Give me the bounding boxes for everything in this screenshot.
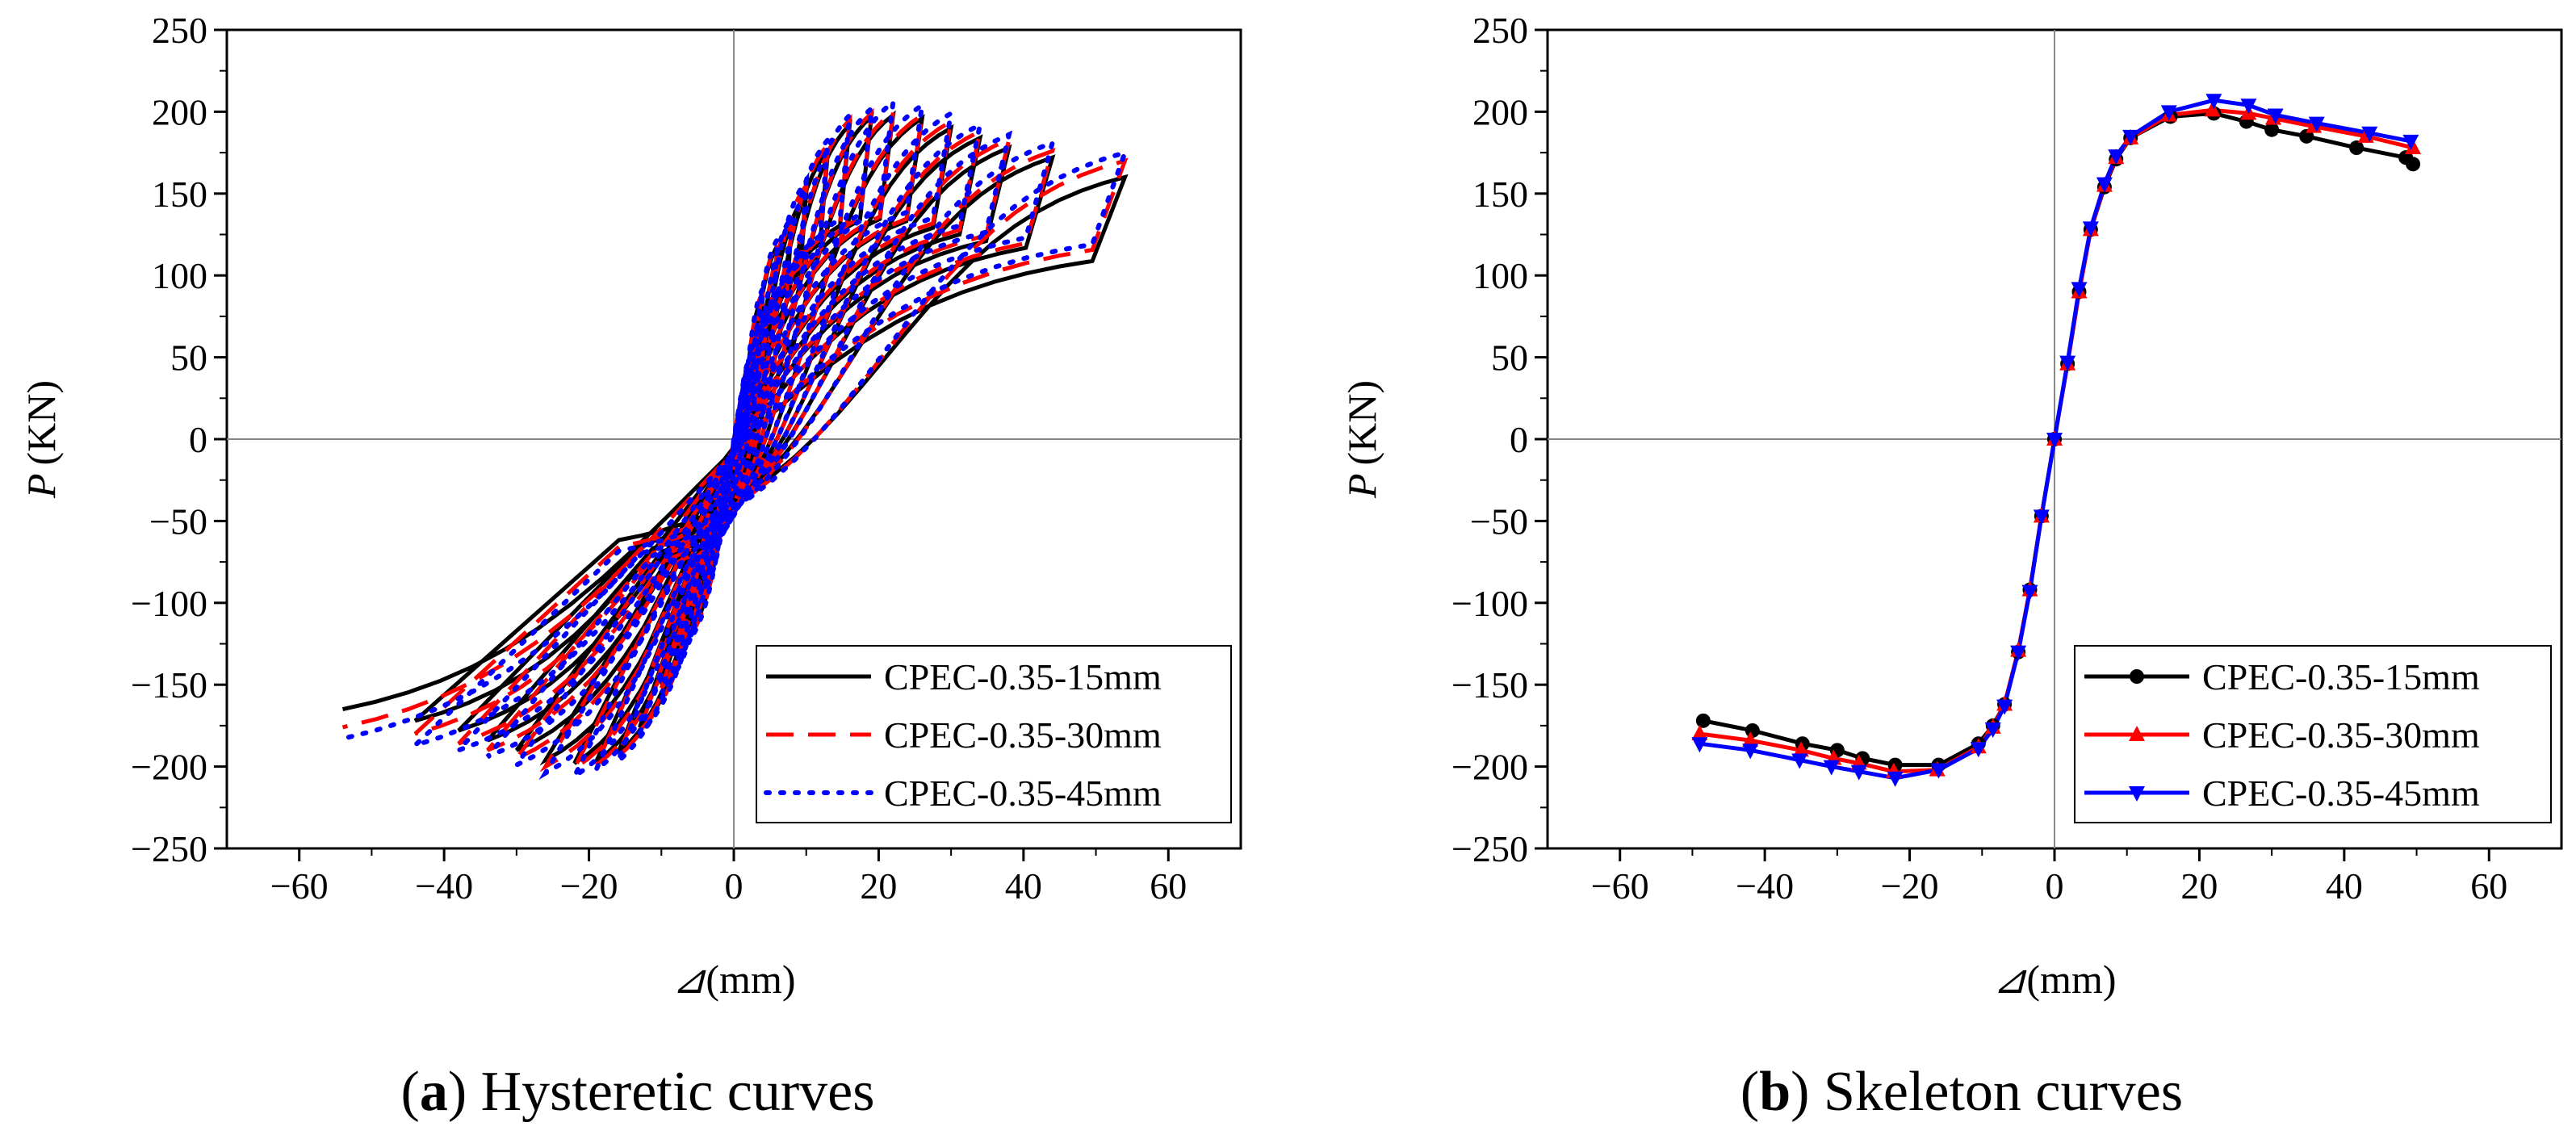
x-axis-label: ⊿(mm): [672, 957, 796, 1002]
curves: [1691, 94, 2422, 787]
caption: (a) Hysteretic curves: [401, 1061, 875, 1123]
x-tick-label: −60: [270, 865, 329, 907]
data-point: [2059, 355, 2076, 371]
y-tick-label: 250: [1472, 10, 1528, 51]
legend-label: CPEC-0.35-45mm: [884, 773, 1162, 814]
y-tick-label: −250: [131, 828, 207, 869]
legend-label: CPEC-0.35-30mm: [2202, 714, 2480, 756]
y-tick-label: −150: [131, 664, 207, 706]
y-tick-label: −150: [1451, 664, 1528, 706]
data-point: [1984, 722, 2001, 738]
data-point: [1970, 742, 1987, 758]
data-point: [1930, 763, 1947, 779]
y-tick-label: 150: [152, 174, 207, 215]
y-tick-label: −100: [131, 583, 207, 624]
y-tick-label: 0: [1510, 419, 1528, 460]
data-point: [2349, 140, 2364, 156]
panel-hysteretic: −60 −40 −20 0 20 40 60−250−200−150−100−5005010…: [19, 10, 1242, 1123]
data-point: [2406, 157, 2421, 172]
legend: CPEC-0.35-15mm CPEC-0.35-30mm CPEC-0.35-45…: [2074, 645, 2552, 823]
data-point: [2160, 105, 2177, 121]
data-point: [2021, 584, 2038, 601]
y-tick-label: 250: [152, 10, 207, 51]
legend-label: CPEC-0.35-15mm: [2202, 656, 2480, 697]
series-line-CPEC-0.35-45mm: [340, 95, 1129, 781]
data-point: [2046, 433, 2063, 448]
y-tick-label: 200: [152, 91, 207, 132]
legend-label: CPEC-0.35-15mm: [884, 656, 1162, 697]
data-point: [1742, 743, 1759, 760]
data-point: [1691, 737, 1708, 753]
x-tick-label: −40: [415, 865, 473, 907]
x-tick-label: −20: [1881, 865, 1939, 907]
ticks: −60 −40 −20 0 20 40 60−250−200−150−100−5005010…: [131, 10, 1187, 907]
data-point: [1850, 764, 1867, 781]
data-point: [2402, 134, 2419, 150]
data-point: [2108, 149, 2125, 165]
x-tick-label: 60: [2470, 865, 2507, 907]
legend-marker: [2130, 669, 2144, 684]
ticks: −60 −40 −20 0 20 40 60−250−200−150−100−5005010…: [1451, 10, 2507, 907]
y-tick-label: 0: [189, 419, 207, 460]
data-point: [2361, 126, 2378, 142]
y-tick-label: 100: [1472, 255, 1528, 296]
curves: [340, 95, 1129, 781]
y-tick-label: 200: [1472, 91, 1528, 132]
data-point: [2096, 177, 2113, 193]
y-tick-label: −100: [1451, 583, 1528, 624]
x-tick-label: 20: [860, 865, 897, 907]
y-axis-label: P(KN): [1339, 380, 1384, 499]
series-line-CPEC-0.35-30mm: [341, 107, 1129, 773]
y-tick-label: 50: [1491, 337, 1528, 379]
legend-marker: [2129, 726, 2145, 741]
x-tick-label: 60: [1150, 865, 1187, 907]
y-tick-label: −200: [131, 747, 207, 788]
x-tick-label: −60: [1591, 865, 1649, 907]
data-point: [2033, 509, 2050, 526]
legend: CPEC-0.35-15mm CPEC-0.35-30mm CPEC-0.35-45…: [756, 645, 1232, 823]
legend-label: CPEC-0.35-45mm: [2202, 773, 2480, 814]
data-point: [2264, 122, 2280, 137]
data-point: [2308, 116, 2325, 132]
caption: (b) Skeleton curves: [1740, 1061, 2183, 1123]
x-tick-label: 0: [2046, 865, 2064, 907]
x-tick-label: −20: [560, 865, 618, 907]
data-point: [2010, 645, 2027, 661]
data-point: [1887, 771, 1904, 787]
data-point: [1691, 725, 1708, 741]
data-point: [2071, 282, 2088, 298]
x-tick-label: 40: [2326, 865, 2363, 907]
x-tick-label: −40: [1736, 865, 1794, 907]
data-point: [1823, 760, 1840, 776]
data-point: [1996, 699, 2013, 715]
y-tick-label: 50: [170, 337, 207, 379]
data-point: [1793, 741, 1809, 757]
data-point: [2267, 108, 2284, 124]
data-point: [2405, 139, 2422, 155]
data-point: [1695, 713, 1711, 728]
y-tick-label: −50: [1470, 500, 1528, 542]
y-tick-label: −200: [1451, 747, 1528, 788]
x-tick-label: 20: [2180, 865, 2218, 907]
y-tick-label: 100: [152, 255, 207, 296]
data-point: [1791, 753, 1808, 769]
x-axis-label: ⊿(mm): [1993, 957, 2117, 1002]
panel-skeleton: −60 −40 −20 0 20 40 60−250−200−150−100−5005010…: [1339, 10, 2563, 1123]
y-tick-label: 150: [1472, 174, 1528, 215]
data-point: [2082, 221, 2099, 237]
x-tick-label: 0: [725, 865, 743, 907]
y-tick-label: −250: [1451, 828, 1528, 869]
legend-marker: [2129, 786, 2145, 802]
data-point: [1745, 722, 1760, 738]
data-point: [2204, 101, 2221, 117]
y-tick-label: −50: [149, 500, 207, 542]
data-point: [2205, 94, 2222, 110]
legend-label: CPEC-0.35-30mm: [884, 714, 1162, 756]
x-tick-label: 40: [1005, 865, 1042, 907]
y-axis-label: P(KN): [19, 380, 64, 499]
data-point: [2122, 129, 2139, 145]
data-point: [2240, 98, 2257, 115]
data-point: [1742, 731, 1759, 748]
